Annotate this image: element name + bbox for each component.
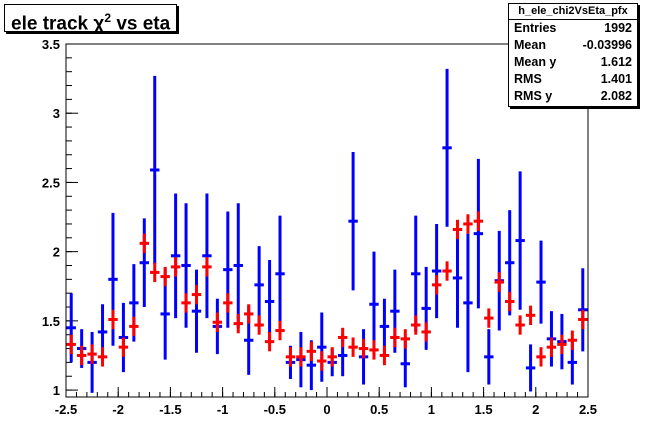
stats-value: 1992 [604, 21, 632, 35]
y-tick-label: 2.5 [42, 175, 60, 190]
x-tick-label: 1.5 [475, 402, 493, 417]
stats-row-rms: RMS 1.401 [509, 71, 637, 88]
x-tick-label: 2 [532, 402, 539, 417]
stats-label: Mean [514, 38, 546, 52]
stats-value: 1.612 [600, 55, 632, 69]
stats-row-rms-y: RMS y 2.082 [509, 88, 637, 105]
stats-row-mean-y: Mean y 1.612 [509, 54, 637, 71]
y-tick-label: 3.5 [42, 37, 60, 52]
y-tick-label: 1 [53, 383, 60, 398]
stats-row-entries: Entries 1992 [509, 20, 637, 37]
stats-value: 2.082 [600, 89, 632, 103]
stats-box: h_ele_chi2VsEta_pfx Entries 1992 Mean -0… [508, 3, 638, 107]
stats-value: -0.03996 [582, 38, 632, 52]
stats-label: RMS y [514, 89, 553, 103]
x-tick-label: -1 [217, 402, 229, 417]
series-0 [66, 68, 588, 393]
chart-title: ele track χ2 vs eta [4, 4, 178, 35]
x-tick-label: 2.5 [579, 402, 597, 417]
y-tick-label: 1.5 [42, 314, 60, 329]
x-tick-label: 0 [323, 402, 330, 417]
data-marks [66, 68, 588, 393]
title-chi-symbol: χ [93, 13, 105, 35]
x-tick-label: 0.5 [370, 402, 388, 417]
title-superscript: 2 [104, 11, 112, 25]
x-tick-label: -0.5 [264, 402, 286, 417]
stats-label: Entries [514, 21, 557, 35]
x-tick-label: 1 [428, 402, 435, 417]
title-prefix: ele track [11, 13, 94, 35]
x-tick-label: -1.5 [159, 402, 181, 417]
y-tick-label: 2 [53, 245, 60, 260]
stats-value: 1.401 [600, 72, 632, 86]
axes: -2.5 -2 -1.5 -1 -0.5 0 0.5 1 1.5 2 2.5 1 1.5 2 2.5 3 3.5 [42, 37, 597, 417]
stats-row-mean: Mean -0.03996 [509, 37, 637, 54]
stats-label: RMS [514, 72, 542, 86]
series-1 [66, 211, 588, 371]
x-tick-label: -2.5 [55, 402, 77, 417]
y-tick-label: 3 [53, 106, 60, 121]
stats-label: Mean y [514, 55, 557, 69]
plot-frame [65, 43, 589, 398]
stats-histogram-name: h_ele_chi2VsEta_pfx [509, 4, 637, 20]
x-tick-label: -2 [112, 402, 124, 417]
title-suffix: vs eta [111, 13, 171, 35]
